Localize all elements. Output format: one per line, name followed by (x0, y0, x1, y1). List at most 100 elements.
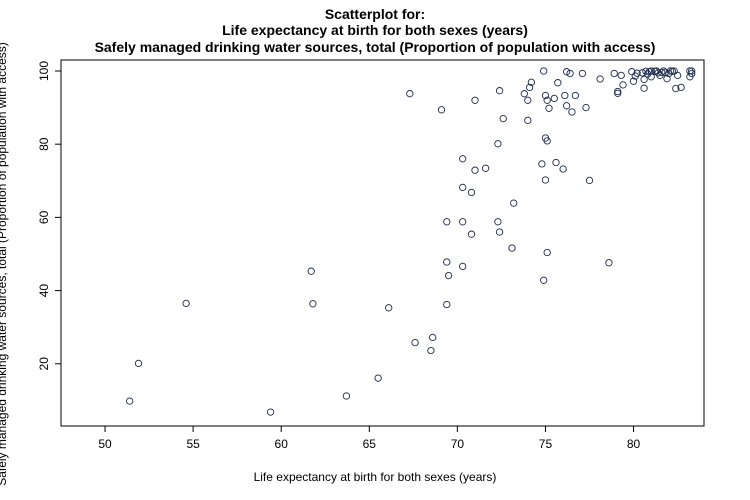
data-point (385, 304, 393, 312)
x-tick-label: 60 (275, 437, 289, 451)
data-point (495, 228, 504, 236)
data-point (481, 164, 490, 172)
data-point (411, 338, 419, 347)
data-point (443, 218, 451, 226)
data-point (562, 68, 571, 76)
data-point (182, 299, 190, 308)
plot-frame (60, 59, 705, 427)
data-point (677, 83, 685, 92)
data-point (571, 91, 580, 100)
data-point (471, 96, 479, 104)
data-point (443, 300, 451, 309)
data-point (617, 71, 625, 80)
data-point (459, 183, 467, 192)
data-point (467, 188, 476, 197)
data-point (510, 199, 518, 207)
x-tick-label: 75 (539, 437, 553, 451)
data-point (524, 116, 532, 125)
data-point (508, 244, 516, 252)
data-point (494, 140, 502, 148)
data-point (543, 137, 551, 145)
y-axis-label: Safely managed drinking water sources, t… (0, 42, 9, 486)
data-point (134, 359, 143, 368)
x-tick-label: 55 (186, 437, 200, 451)
data-point (540, 67, 548, 75)
data-point (670, 67, 678, 75)
data-point (619, 81, 627, 89)
data-point (628, 68, 636, 76)
y-tick-label: 80 (37, 137, 51, 151)
data-point (467, 230, 476, 238)
data-point (550, 94, 558, 103)
data-point (614, 89, 622, 97)
chart-subtitle-line-2: Safely managed drinking water sources, t… (94, 39, 656, 55)
data-point (647, 73, 655, 81)
data-point (543, 96, 551, 104)
data-point (444, 271, 453, 280)
x-axis: 50 55 60 65 70 75 80 (98, 426, 641, 451)
data-point (429, 333, 437, 342)
data-point (663, 75, 671, 83)
data-point (525, 83, 534, 92)
data-point (566, 69, 574, 78)
data-point (524, 96, 532, 104)
y-axis: 20 40 60 80 100 (37, 61, 61, 371)
data-point (552, 158, 560, 167)
data-point (673, 71, 682, 80)
chart-title: Scatterplot for: (324, 6, 426, 22)
data-point (561, 91, 569, 100)
data-point (126, 397, 134, 405)
data-point (568, 108, 576, 116)
data-point (582, 103, 590, 112)
x-tick-label: 65 (363, 437, 377, 451)
data-point (638, 69, 646, 77)
data-point (596, 75, 604, 83)
x-tick-label: 50 (98, 437, 112, 451)
data-point (585, 176, 594, 185)
data-point (605, 259, 613, 267)
y-tick-label: 60 (37, 210, 51, 224)
data-point (688, 69, 696, 78)
data-point (688, 67, 696, 75)
data-point (554, 79, 562, 87)
data-point (307, 267, 315, 275)
data-point (610, 69, 618, 78)
data-point (459, 218, 467, 226)
data-point (459, 262, 467, 271)
data-point (541, 91, 550, 100)
data-point (427, 346, 435, 355)
y-tick-label: 40 (37, 284, 51, 298)
data-point (494, 218, 502, 226)
data-point (471, 166, 479, 174)
data-point (437, 106, 446, 114)
data-point (541, 176, 550, 184)
data-point (672, 84, 680, 93)
data-points (126, 67, 696, 416)
data-point (652, 67, 661, 75)
data-point (633, 69, 641, 77)
data-point (658, 68, 666, 77)
data-point (647, 67, 655, 75)
data-point (686, 67, 694, 75)
data-point (520, 90, 528, 98)
data-point (640, 84, 648, 92)
data-point (559, 165, 567, 173)
data-point (499, 114, 507, 123)
data-point (629, 77, 638, 85)
data-point (406, 90, 414, 98)
data-point (443, 258, 451, 266)
y-tick-label: 100 (37, 61, 51, 81)
data-point (374, 374, 382, 382)
data-point (545, 104, 553, 112)
data-point (540, 276, 548, 284)
data-point (538, 160, 546, 168)
y-tick-label: 20 (37, 357, 51, 371)
data-point (640, 75, 648, 84)
x-tick-label: 80 (627, 437, 641, 451)
data-point (342, 392, 351, 400)
x-axis-label: Life expectancy at birth for both sexes … (253, 470, 497, 484)
data-point (459, 155, 467, 163)
data-point (614, 87, 622, 96)
chart-subtitle-line-1: Life expectancy at birth for both sexes … (222, 22, 528, 38)
